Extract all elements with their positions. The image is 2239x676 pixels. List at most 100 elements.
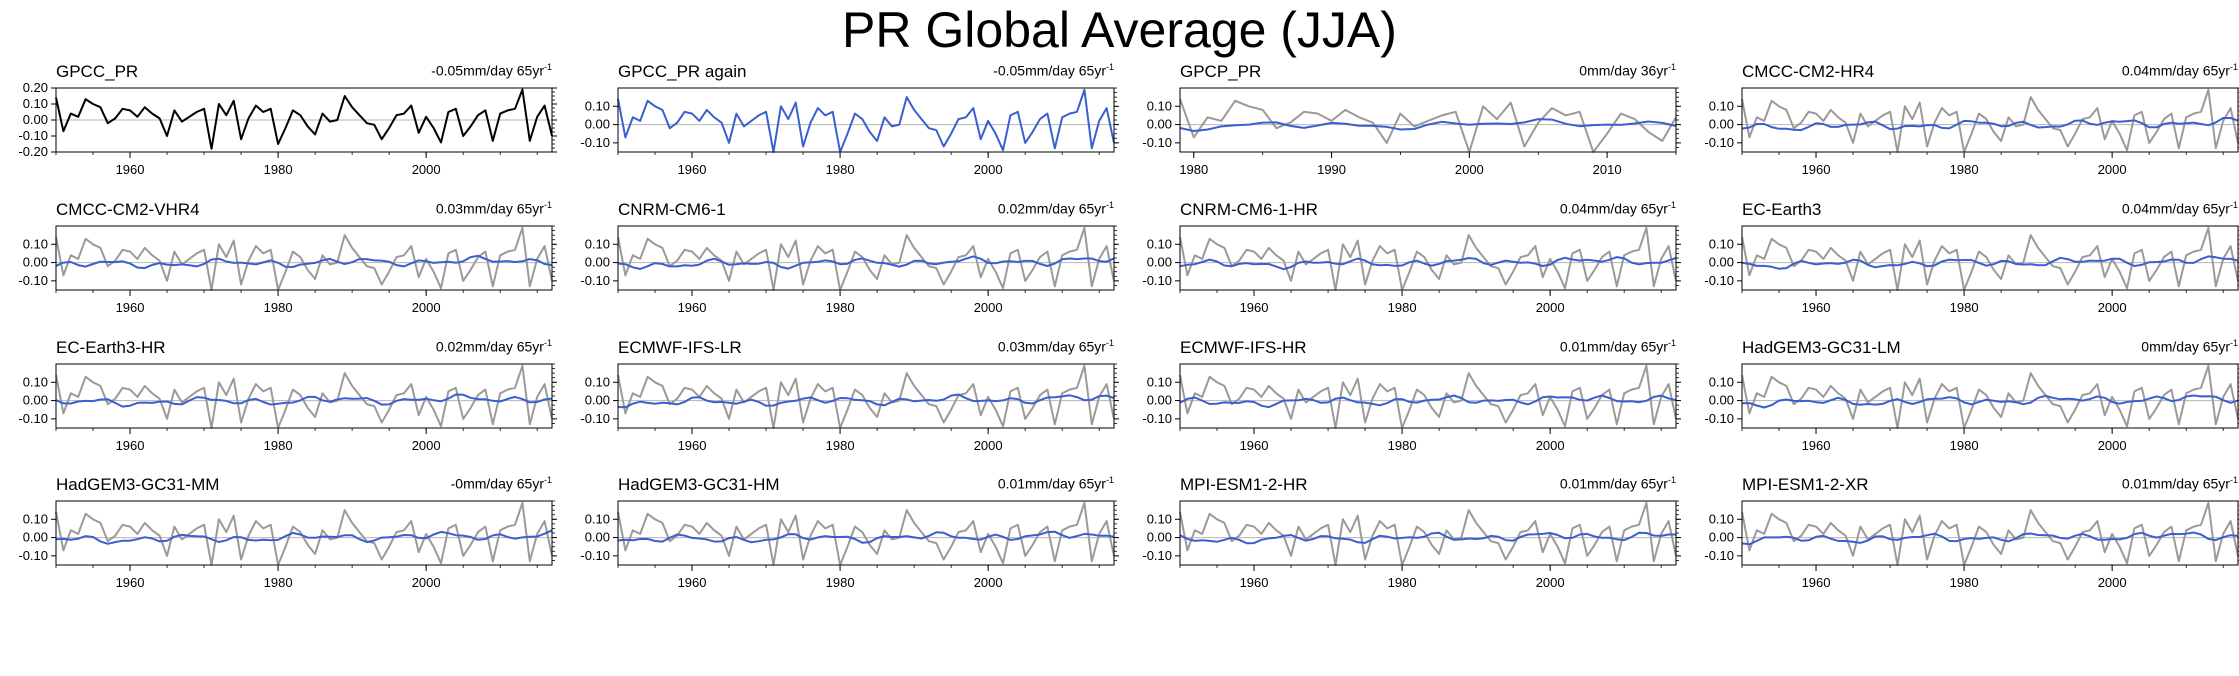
trend-exponent: -1 (1105, 62, 1114, 72)
trend-value: 0.03mm/day 65yr (435, 200, 544, 217)
panel-plot: 0.10 0.00 -0.10 1960 1980 2000 (18, 225, 557, 315)
y-tick-label: 0.00 (585, 117, 610, 132)
plot-frame (1741, 500, 2239, 566)
chart-panel: CMCC-CM2-VHR4 0.03mm/day 65yr-1 0.10 0.00 -0… (0, 194, 562, 315)
plot-frame (55, 500, 553, 566)
x-tick-label: 2000 (2098, 300, 2127, 315)
trend-value: 0.03mm/day 65yr (997, 338, 1106, 355)
page-title: PR Global Average (JJA) (842, 2, 1397, 58)
reference-series-line (1179, 501, 1677, 566)
series-line (617, 88, 1115, 153)
model-series-line (1741, 531, 2239, 546)
chart-panel: GPCC_PR -0.05mm/day 65yr-1 0.20 0.10 0.00 -0.… (0, 56, 562, 177)
x-tick-label: 2000 (2098, 438, 2127, 453)
panel-title: GPCC_PR (56, 62, 139, 81)
x-tick-label: 1980 (1950, 575, 1979, 590)
panel-title: EC-Earth3-HR (56, 338, 166, 357)
panel-trend: 0mm/day 65yr-1 (2141, 338, 2238, 355)
panel-title: MPI-ESM1-2-XR (1742, 475, 1869, 494)
y-tick-label: -0.10 (18, 548, 48, 563)
trend-value: 0mm/day 36yr (1579, 62, 1668, 79)
x-tick-label: 1980 (264, 300, 293, 315)
model-series-line (1179, 531, 1676, 545)
y-tick-label: -0.10 (18, 128, 48, 143)
panel-trend: 0.03mm/day 65yr-1 (998, 338, 1114, 355)
chart-panel: ECMWF-IFS-LR 0.03mm/day 65yr-1 0.10 0.00 -0.… (562, 332, 1124, 453)
x-tick-label: 2000 (2098, 162, 2127, 177)
model-series-line (55, 529, 553, 545)
x-tick-label: 2000 (974, 575, 1003, 590)
y-tick-label: -0.10 (18, 411, 48, 426)
y-tick-label: 0.10 (1709, 511, 1734, 526)
y-tick-label: 0.00 (23, 393, 48, 408)
y-tick-label: 0.10 (1709, 236, 1734, 251)
panel-plot: 0.10 0.00 -0.10 1960 1980 2000 (1704, 500, 2239, 590)
panel-title: CNRM-CM6-1-HR (1180, 200, 1318, 219)
trend-value: 0.01mm/day 65yr (997, 475, 1106, 492)
y-tick-label: 0.10 (23, 511, 48, 526)
panel-plot: 0.10 0.00 -0.10 1980 1990 2000 2010 (1142, 87, 1681, 177)
y-tick-label: 0.10 (1709, 98, 1734, 113)
model-series-line (1179, 256, 1677, 271)
panel-trend: 0.01mm/day 65yr-1 (1560, 475, 1676, 492)
y-tick-label: 0.10 (585, 374, 610, 389)
x-tick-label: 1960 (1240, 438, 1269, 453)
trend-value: -0mm/day 65yr (450, 475, 544, 492)
y-tick-label: -0.10 (1142, 548, 1172, 563)
chart-panel: HadGEM3-GC31-MM -0mm/day 65yr-1 0.10 0.00 -0… (0, 469, 562, 590)
plot-frame (617, 225, 1115, 291)
y-tick-label: 0.10 (1147, 374, 1172, 389)
x-tick-label: 2000 (2098, 575, 2127, 590)
plot-frame (617, 500, 1115, 566)
y-tick-label: -0.10 (1142, 135, 1172, 150)
x-tick-label: 1980 (1388, 438, 1417, 453)
trend-value: 0.02mm/day 65yr (435, 338, 544, 355)
x-tick-label: 1960 (116, 575, 145, 590)
panel-title: CMCC-CM2-VHR4 (56, 200, 200, 219)
panel-plot: 0.10 0.00 -0.10 1960 1980 2000 (1142, 363, 1681, 453)
panel-plot: 0.10 0.00 -0.10 1960 1980 2000 (1704, 225, 2239, 315)
x-tick-label: 1960 (116, 162, 145, 177)
panel-trend: 0.04mm/day 65yr-1 (2122, 200, 2238, 217)
panel-trend: 0.04mm/day 65yr-1 (1560, 200, 1676, 217)
x-tick-label: 1960 (1802, 162, 1831, 177)
y-tick-label: 0.10 (1147, 98, 1172, 113)
y-tick-label: 0.00 (1709, 255, 1734, 270)
panel-title: ECMWF-IFS-HR (1180, 338, 1307, 357)
panel-title: HadGEM3-GC31-LM (1742, 338, 1901, 357)
plot-frame (1741, 225, 2239, 291)
plot-frame (1179, 363, 1677, 429)
trend-value: 0.02mm/day 65yr (997, 200, 1106, 217)
x-tick-label: 1980 (1388, 575, 1417, 590)
x-tick-label: 2000 (974, 300, 1003, 315)
x-tick-label: 2000 (974, 162, 1003, 177)
reference-series-line (1741, 226, 2239, 291)
x-tick-label: 2000 (1536, 300, 1565, 315)
model-series-line (617, 530, 1115, 544)
y-tick-label: 0.10 (585, 236, 610, 251)
trend-exponent: -1 (2229, 62, 2238, 72)
panel-plot: 0.10 0.00 -0.10 1960 1980 2000 (1142, 225, 1681, 315)
y-tick-label: -0.10 (1704, 548, 1734, 563)
x-tick-label: 1960 (1802, 300, 1831, 315)
model-series-line (1179, 394, 1677, 409)
panel-trend: 0.01mm/day 65yr-1 (1560, 338, 1676, 355)
chart-panel: MPI-ESM1-2-HR 0.01mm/day 65yr-1 0.10 0.00 -0… (1124, 469, 1686, 590)
panel-trend: -0.05mm/day 65yr-1 (993, 62, 1114, 79)
x-tick-label: 1980 (1950, 162, 1979, 177)
trend-exponent: -1 (543, 338, 552, 348)
y-tick-label: 0.10 (23, 236, 48, 251)
reference-series-line (1741, 501, 2239, 566)
trend-exponent: -1 (543, 62, 552, 72)
x-tick-label: 2000 (412, 300, 441, 315)
plot-frame (1741, 363, 2239, 429)
y-tick-label: -0.10 (580, 411, 610, 426)
x-tick-label: 1960 (678, 162, 707, 177)
panel-trend: -0.05mm/day 65yr-1 (431, 62, 552, 79)
panel-trend: 0.01mm/day 65yr-1 (998, 475, 1114, 492)
panel-title: GPCC_PR again (618, 62, 747, 81)
plot-frame (1179, 87, 1677, 153)
trend-exponent: -1 (543, 200, 552, 210)
y-tick-label: -0.10 (1704, 135, 1734, 150)
